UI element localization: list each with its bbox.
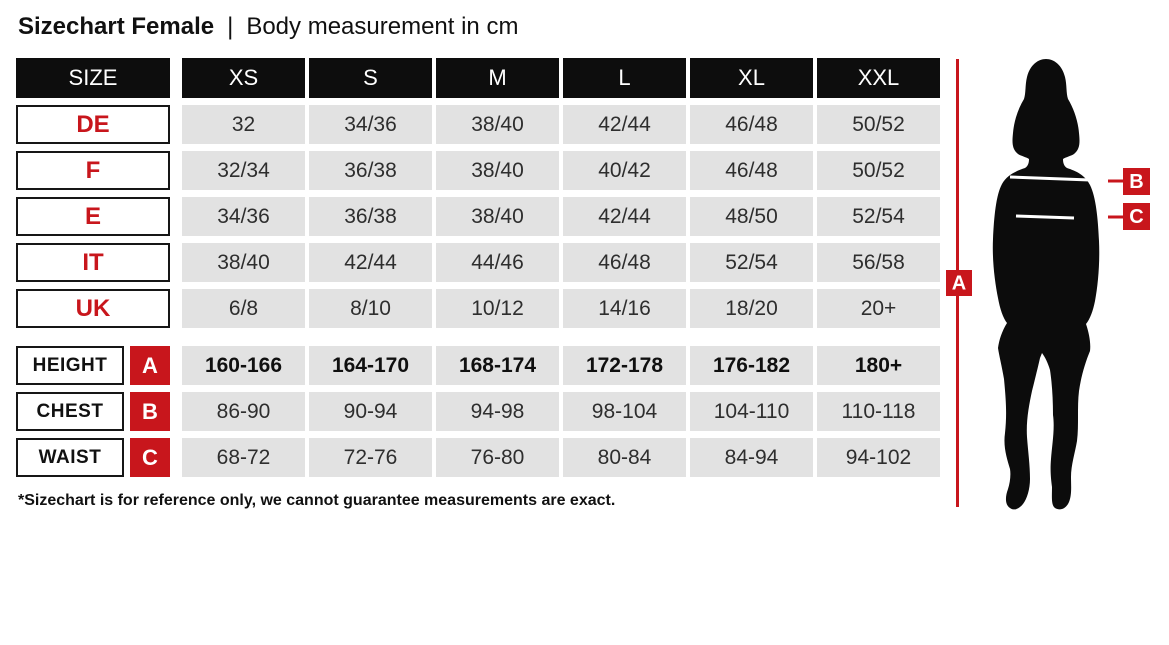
figure-marker-b: B xyxy=(1129,171,1143,193)
waist-cell: 76-80 xyxy=(436,438,559,477)
column-header-m: M xyxy=(436,58,559,98)
chest-cell: 90-94 xyxy=(309,392,432,431)
size-cell: 42/44 xyxy=(563,105,686,144)
title-separator: | xyxy=(227,12,234,41)
size-cell: 44/46 xyxy=(436,243,559,282)
figure-marker-c-box xyxy=(1123,203,1150,230)
waist-cell: 80-84 xyxy=(563,438,686,477)
marker-c-badge: C xyxy=(130,438,170,477)
row-label-f: F xyxy=(16,151,170,190)
column-header-xl: XL xyxy=(690,58,813,98)
figure-marker-a-box xyxy=(946,270,972,296)
size-cell: 48/50 xyxy=(690,197,813,236)
size-cell: 36/38 xyxy=(309,151,432,190)
size-cell: 40/42 xyxy=(563,151,686,190)
figure-marker-a: A xyxy=(952,273,966,295)
size-cell: 50/52 xyxy=(817,105,940,144)
size-cell: 56/58 xyxy=(817,243,940,282)
size-cell: 38/40 xyxy=(436,197,559,236)
size-cell: 46/48 xyxy=(690,105,813,144)
size-cell: 34/36 xyxy=(182,197,305,236)
chest-cell: 86-90 xyxy=(182,392,305,431)
height-cell: 180+ xyxy=(817,346,940,385)
measurement-row-label-chest: CHEST B xyxy=(16,392,170,431)
size-cell: 32 xyxy=(182,105,305,144)
size-cell: 20+ xyxy=(817,289,940,328)
size-column-header: SIZE xyxy=(16,58,170,98)
size-cell: 18/20 xyxy=(690,289,813,328)
figure-marker-c: C xyxy=(1129,206,1143,228)
row-label-e: E xyxy=(16,197,170,236)
size-cell: 34/36 xyxy=(309,105,432,144)
row-label-uk: UK xyxy=(16,289,170,328)
size-cell: 46/48 xyxy=(563,243,686,282)
marker-a-badge: A xyxy=(130,346,170,385)
size-cell: 6/8 xyxy=(182,289,305,328)
chest-line xyxy=(1009,175,1091,182)
title-subtitle: Body measurement in cm xyxy=(246,13,519,40)
waist-line xyxy=(1015,214,1075,220)
title-main: Sizechart Female xyxy=(18,13,215,40)
size-cell: 46/48 xyxy=(690,151,813,190)
chest-cell: 104-110 xyxy=(690,392,813,431)
size-cell: 32/34 xyxy=(182,151,305,190)
chest-cell: 94-98 xyxy=(436,392,559,431)
height-label: HEIGHT xyxy=(16,346,124,385)
size-cell: 42/44 xyxy=(309,243,432,282)
size-cell: 50/52 xyxy=(817,151,940,190)
marker-b-badge: B xyxy=(130,392,170,431)
size-cell: 38/40 xyxy=(436,105,559,144)
column-header-s: S xyxy=(309,58,432,98)
measurement-table: HEIGHT A 160-166 164-170 168-174 172-178… xyxy=(16,346,940,477)
size-table: SIZE XS S M L XL XXL DE 32 34/36 38/40 4… xyxy=(16,58,940,328)
height-cell: 168-174 xyxy=(436,346,559,385)
measurement-row-label-waist: WAIST C xyxy=(16,438,170,477)
column-header-xs: XS xyxy=(182,58,305,98)
waist-cell: 84-94 xyxy=(690,438,813,477)
page-title: Sizechart Female | Body measurement in c… xyxy=(18,12,519,41)
size-cell: 42/44 xyxy=(563,197,686,236)
figure-marker-b-box xyxy=(1123,168,1150,195)
size-cell: 52/54 xyxy=(817,197,940,236)
female-silhouette-diagram: A B C xyxy=(946,59,1150,510)
waist-cell: 72-76 xyxy=(309,438,432,477)
column-header-xxl: XXL xyxy=(817,58,940,98)
size-cell: 36/38 xyxy=(309,197,432,236)
size-cell: 38/40 xyxy=(436,151,559,190)
size-cell: 8/10 xyxy=(309,289,432,328)
waist-label: WAIST xyxy=(16,438,124,477)
height-cell: 160-166 xyxy=(182,346,305,385)
row-label-it: IT xyxy=(16,243,170,282)
chest-label: CHEST xyxy=(16,392,124,431)
size-cell: 38/40 xyxy=(182,243,305,282)
chest-cell: 110-118 xyxy=(817,392,940,431)
footnote: *Sizechart is for reference only, we can… xyxy=(18,492,616,509)
size-cell: 10/12 xyxy=(436,289,559,328)
chest-cell: 98-104 xyxy=(563,392,686,431)
size-cell: 52/54 xyxy=(690,243,813,282)
waist-cell: 68-72 xyxy=(182,438,305,477)
female-silhouette xyxy=(992,59,1100,510)
row-label-de: DE xyxy=(16,105,170,144)
height-cell: 172-178 xyxy=(563,346,686,385)
waist-cell: 94-102 xyxy=(817,438,940,477)
column-header-l: L xyxy=(563,58,686,98)
height-cell: 176-182 xyxy=(690,346,813,385)
size-cell: 14/16 xyxy=(563,289,686,328)
height-cell: 164-170 xyxy=(309,346,432,385)
measurement-row-label-height: HEIGHT A xyxy=(16,346,170,385)
